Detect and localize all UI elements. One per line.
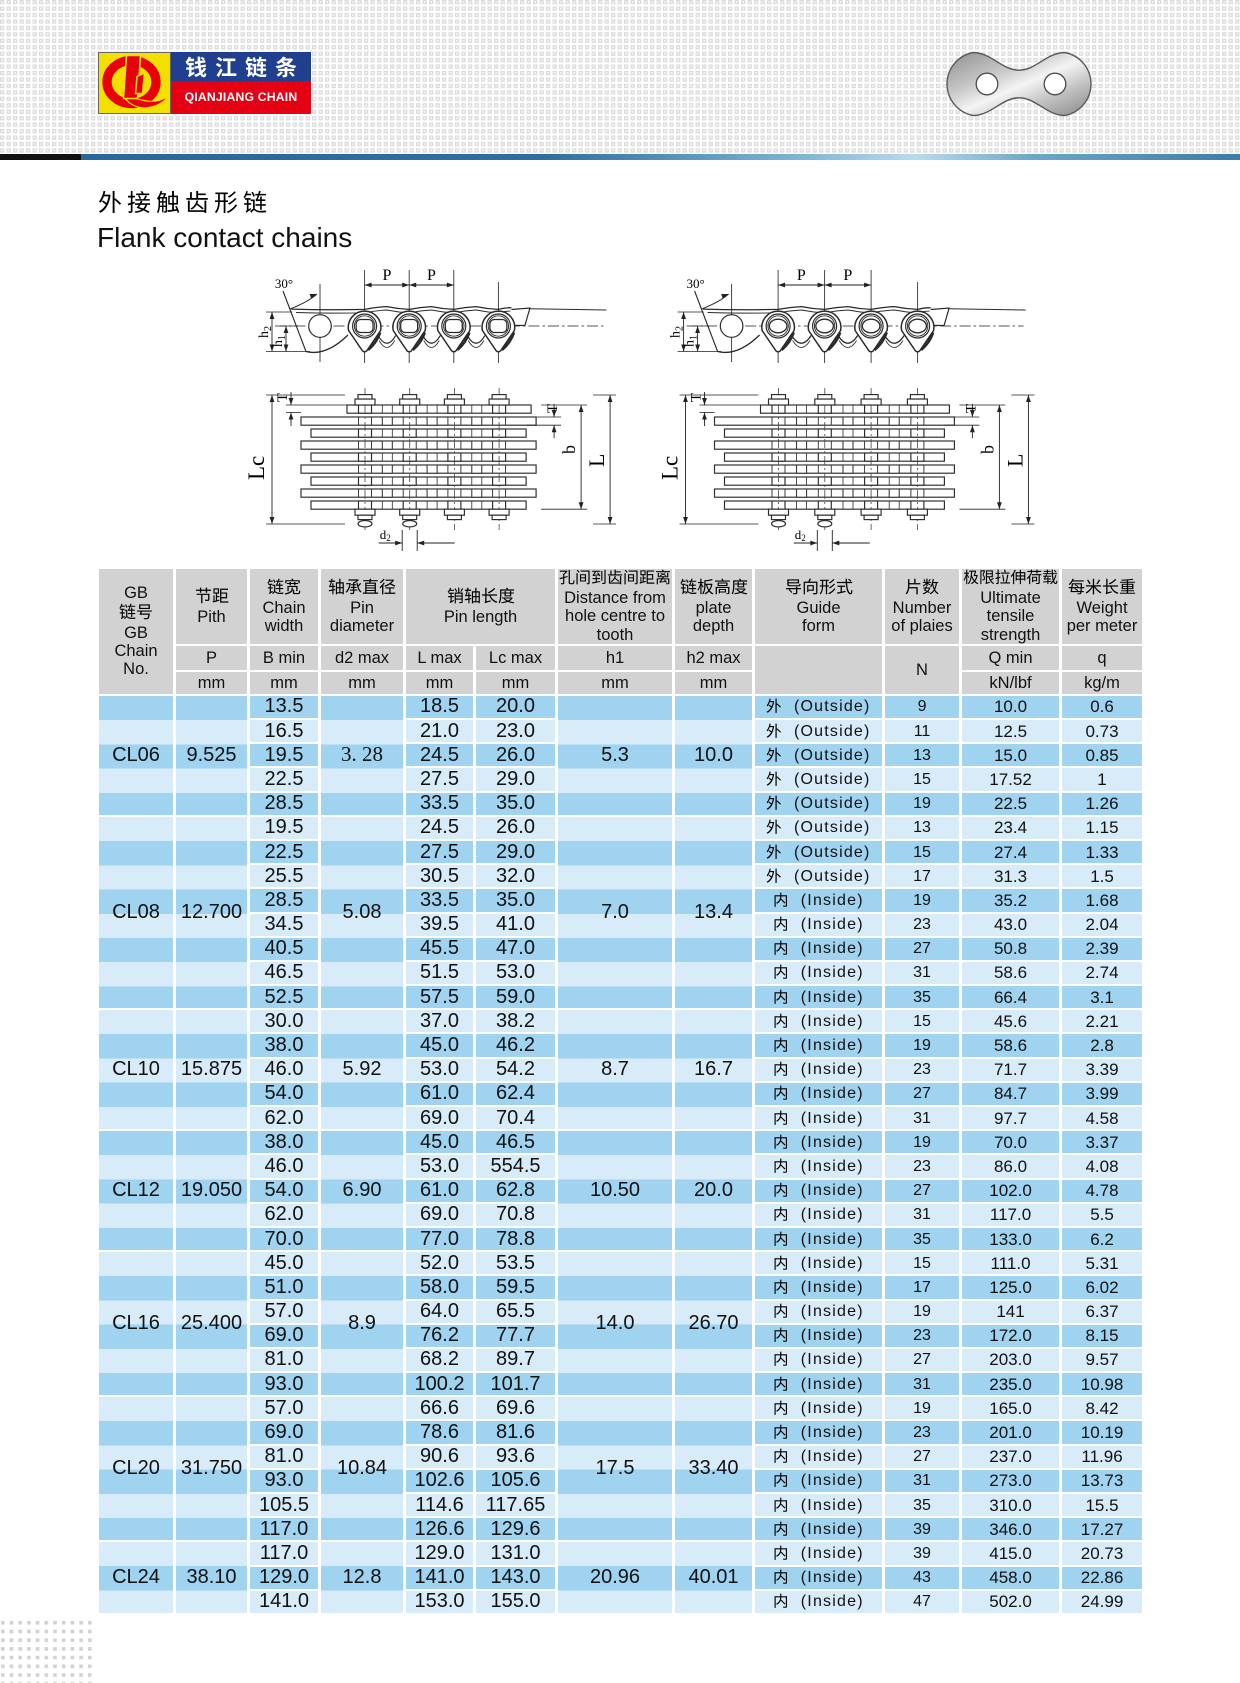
- svg-text:T: T: [689, 393, 705, 402]
- svg-text:h1: h1: [683, 335, 700, 347]
- svg-text:P: P: [797, 267, 806, 284]
- svg-text:P: P: [382, 267, 391, 284]
- svg-text:d2: d2: [380, 527, 391, 543]
- svg-text:P: P: [843, 267, 852, 284]
- svg-text:b: b: [559, 445, 579, 454]
- svg-text:h2: h2: [257, 326, 274, 338]
- svg-text:T: T: [275, 393, 291, 402]
- svg-text:h1: h1: [271, 335, 288, 347]
- svg-text:L: L: [1002, 454, 1027, 467]
- svg-text:d2: d2: [795, 527, 806, 543]
- svg-text:P: P: [427, 267, 436, 284]
- svg-text:b: b: [977, 445, 997, 454]
- svg-text:L: L: [584, 454, 609, 467]
- svg-text:Lc: Lc: [244, 456, 269, 480]
- svg-text:30°: 30°: [686, 276, 704, 291]
- svg-text:T: T: [545, 404, 561, 413]
- svg-text:30°: 30°: [275, 276, 293, 291]
- svg-text:h2: h2: [669, 326, 686, 338]
- svg-text:T: T: [963, 404, 979, 413]
- svg-text:Lc: Lc: [658, 456, 683, 480]
